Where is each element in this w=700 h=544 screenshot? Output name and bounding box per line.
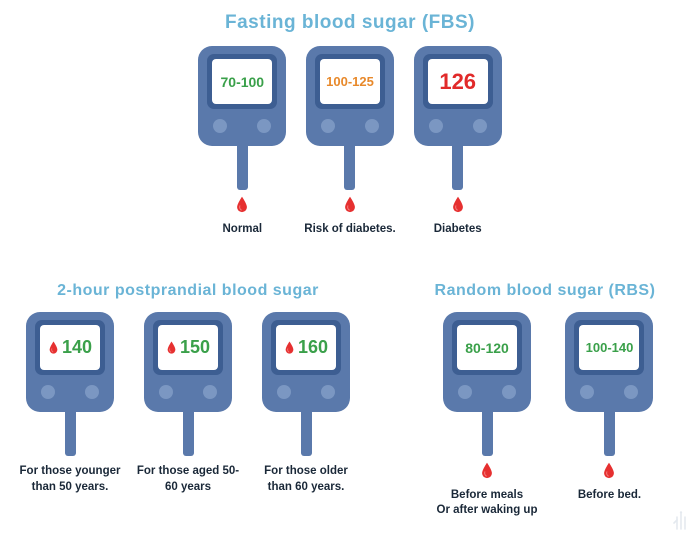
blood-drop-icon xyxy=(602,462,616,480)
fbs-title: Fasting blood sugar (FBS) xyxy=(0,12,700,34)
glucometer-button-icon xyxy=(502,385,516,399)
meter-caption: Before mealsOr after waking up xyxy=(437,488,538,519)
glucometer-screen: 150 xyxy=(158,325,218,370)
glucometer-screen: 70-100 xyxy=(212,59,272,104)
blood-drop-icon xyxy=(284,341,295,355)
meter-caption: For those aged 50-60 years xyxy=(136,464,240,495)
glucometer-button-icon xyxy=(321,119,335,133)
glucometer-button-icon xyxy=(257,119,271,133)
glucometer-button-icon xyxy=(85,385,99,399)
glucometer-strip-icon xyxy=(604,412,615,456)
glucometer-icon: 80-120 xyxy=(443,312,531,480)
glucometer-reading: 70-100 xyxy=(221,74,265,90)
section-postprandial: 2-hour postprandial blood sugar 140 xyxy=(18,282,358,495)
glucometer-strip-icon xyxy=(183,412,194,456)
glucometer-button-icon xyxy=(458,385,472,399)
glucometer-reading: 80-120 xyxy=(465,340,509,356)
blood-drop-icon xyxy=(480,462,494,480)
blood-drop-icon xyxy=(235,196,249,214)
blood-drop-icon xyxy=(343,196,357,214)
glucometer-reading: 100-125 xyxy=(326,74,374,89)
watermark-icon xyxy=(668,507,694,538)
glucometer-screen: 160 xyxy=(276,325,336,370)
glucometer-icon: 100-140 xyxy=(565,312,653,480)
glucometer-button-icon xyxy=(429,119,443,133)
glucometer-strip-icon xyxy=(301,412,312,456)
glucometer-screen: 140 xyxy=(40,325,100,370)
glucometer-screen: 80-120 xyxy=(457,325,517,370)
glucometer-screen: 100-125 xyxy=(320,59,380,104)
meter-caption: Normal xyxy=(222,222,262,238)
blood-drop-icon xyxy=(166,341,177,355)
glucometer-button-icon xyxy=(365,119,379,133)
glucometer-strip-icon xyxy=(65,412,76,456)
section-rbs: Random blood sugar (RBS) 80-120 xyxy=(400,282,690,519)
rbs-title: Random blood sugar (RBS) xyxy=(400,282,690,300)
glucometer-reading: 126 xyxy=(439,69,476,95)
glucometer-button-icon xyxy=(277,385,291,399)
glucometer-icon: 160 xyxy=(262,312,350,456)
postprandial-meter-row: 140 For those younger than 50 years. xyxy=(18,312,358,495)
glucometer-button-icon xyxy=(159,385,173,399)
glucometer-strip-icon xyxy=(344,146,355,190)
glucometer-icon: 150 xyxy=(144,312,232,456)
rbs-meter-row: 80-120 Before mealsOr after waking up xyxy=(400,312,690,519)
glucometer-button-icon xyxy=(213,119,227,133)
glucometer-icon: 126 xyxy=(414,46,502,214)
fbs-meter-row: 70-100 Normal 100-125 xyxy=(0,46,700,237)
glucometer-reading: 100-140 xyxy=(586,340,634,355)
glucometer-reading: 160 xyxy=(298,337,328,358)
glucometer-button-icon xyxy=(624,385,638,399)
glucometer-reading: 150 xyxy=(180,337,210,358)
glucometer-button-icon xyxy=(580,385,594,399)
glucometer-strip-icon xyxy=(237,146,248,190)
blood-drop-icon xyxy=(48,341,59,355)
section-fbs: Fasting blood sugar (FBS) 70-100 xyxy=(0,12,700,237)
meter-caption: Before bed. xyxy=(578,488,641,504)
glucometer-button-icon xyxy=(321,385,335,399)
glucometer-strip-icon xyxy=(452,146,463,190)
meter-caption: For those younger than 50 years. xyxy=(18,464,122,495)
glucometer-strip-icon xyxy=(482,412,493,456)
blood-drop-icon xyxy=(451,196,465,214)
meter-caption: For those older than 60 years. xyxy=(254,464,358,495)
glucometer-reading: 140 xyxy=(62,337,92,358)
glucometer-icon: 140 xyxy=(26,312,114,456)
glucometer-button-icon xyxy=(41,385,55,399)
meter-caption: Risk of diabetes. xyxy=(304,222,395,238)
glucometer-screen: 126 xyxy=(428,59,488,104)
glucometer-button-icon xyxy=(473,119,487,133)
meter-caption: Diabetes xyxy=(434,222,482,238)
glucometer-icon: 100-125 xyxy=(306,46,394,214)
glucometer-button-icon xyxy=(203,385,217,399)
glucometer-screen: 100-140 xyxy=(579,325,639,370)
postprandial-title: 2-hour postprandial blood sugar xyxy=(18,282,358,300)
glucometer-icon: 70-100 xyxy=(198,46,286,214)
